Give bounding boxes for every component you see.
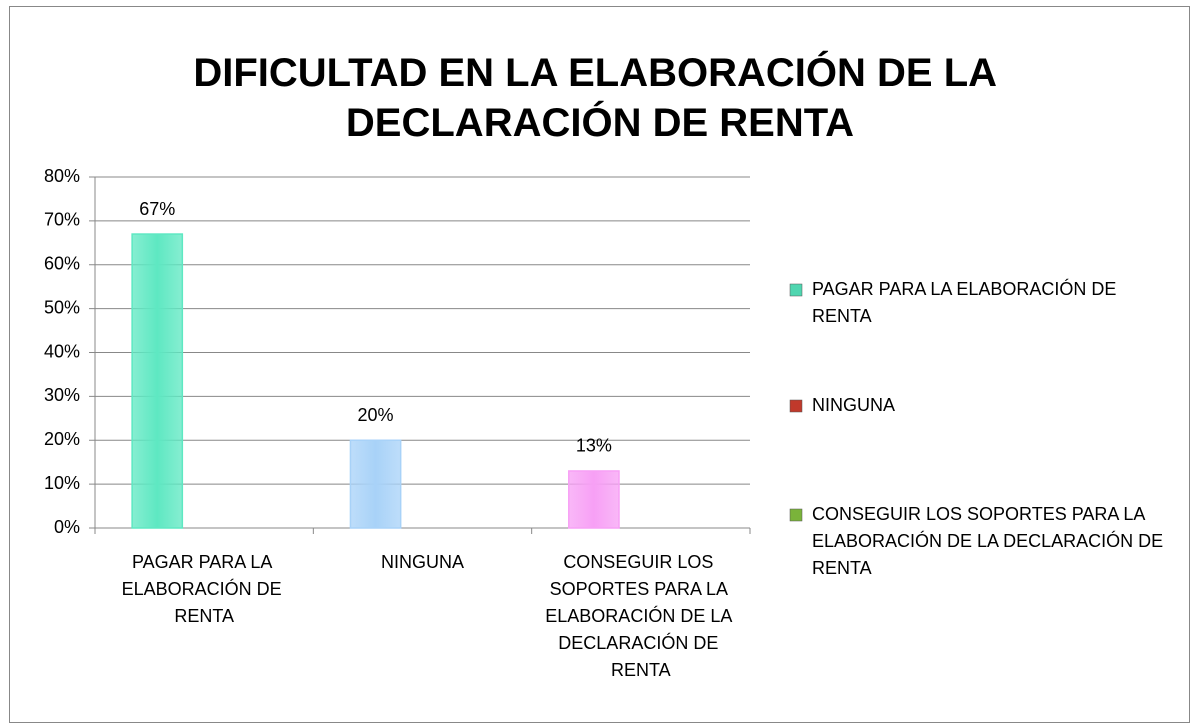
x-tick-label: CONSEGUIR LOS SOPORTES PARA LA ELABORACI…	[545, 552, 736, 680]
y-tick-label: 60%	[44, 254, 80, 274]
legend-marker	[789, 399, 803, 413]
x-tick-label: PAGAR PARA LA ELABORACIÓN DE RENTA	[122, 552, 287, 626]
x-tick-label: NINGUNA	[381, 552, 464, 572]
data-label: 20%	[358, 405, 394, 425]
y-tick-label: 0%	[54, 517, 80, 537]
legend-label: NINGUNA	[812, 395, 895, 415]
y-tick-label: 40%	[44, 341, 80, 361]
legend-label: PAGAR PARA LA ELABORACIÓN DE RENTA	[812, 278, 1121, 326]
y-tick-label: 20%	[44, 429, 80, 449]
bar	[349, 439, 402, 529]
y-tick-label: 80%	[44, 166, 80, 186]
data-label: 67%	[139, 199, 175, 219]
legend-marker	[789, 283, 803, 297]
data-label: 13%	[576, 436, 612, 456]
bar	[568, 470, 620, 529]
y-tick-label: 50%	[44, 297, 80, 317]
chart-title: DIFICULTAD EN LA ELABORACIÓN DE LA DECLA…	[193, 49, 1006, 145]
y-tick-label: 70%	[44, 210, 80, 230]
legend-marker	[789, 508, 803, 522]
legend-label: CONSEGUIR LOS SOPORTES PARA LA ELABORACI…	[812, 504, 1168, 578]
bar	[131, 233, 184, 529]
chart-frame	[9, 6, 1190, 723]
y-tick-label: 10%	[44, 473, 80, 493]
y-tick-label: 30%	[44, 385, 80, 405]
